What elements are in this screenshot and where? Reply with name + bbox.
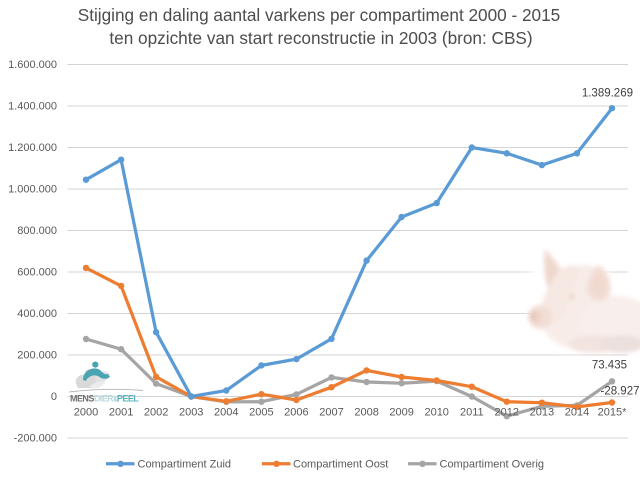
svg-text:2009: 2009 — [389, 407, 413, 419]
svg-text:1.200.000: 1.200.000 — [8, 142, 57, 154]
svg-text:2002: 2002 — [144, 407, 168, 419]
svg-text:Stijging en daling aantal vark: Stijging en daling aantal varkens per co… — [78, 5, 561, 25]
svg-text:Compartiment Overig: Compartiment Overig — [440, 458, 545, 470]
svg-text:1.400.000: 1.400.000 — [8, 101, 57, 113]
svg-text:2012: 2012 — [495, 407, 519, 419]
svg-text:2011: 2011 — [460, 407, 484, 419]
svg-text:2008: 2008 — [354, 407, 378, 419]
svg-text:2006: 2006 — [284, 407, 308, 419]
svg-text:2000: 2000 — [74, 407, 98, 419]
svg-text:73.435: 73.435 — [592, 360, 627, 372]
svg-text:MENSDIER&PEEL: MENSDIER&PEEL — [70, 394, 139, 404]
svg-text:1.000.000: 1.000.000 — [8, 184, 57, 196]
svg-text:400.000: 400.000 — [17, 308, 57, 320]
svg-text:Compartiment Zuid: Compartiment Zuid — [138, 458, 232, 470]
svg-text:1.389.269: 1.389.269 — [582, 88, 633, 100]
svg-text:2014: 2014 — [565, 407, 589, 419]
svg-text:2010: 2010 — [424, 407, 448, 419]
svg-text:2005: 2005 — [249, 407, 273, 419]
svg-text:2003: 2003 — [179, 407, 203, 419]
svg-text:2001: 2001 — [109, 407, 133, 419]
svg-text:800.000: 800.000 — [17, 225, 57, 237]
svg-text:2015*: 2015* — [598, 407, 627, 419]
svg-text:-28.927: -28.927 — [600, 385, 639, 397]
svg-text:600.000: 600.000 — [17, 267, 57, 279]
svg-text:2013: 2013 — [530, 407, 554, 419]
svg-text:2007: 2007 — [319, 407, 343, 419]
svg-text:2004: 2004 — [214, 407, 238, 419]
svg-text:1.600.000: 1.600.000 — [8, 59, 57, 71]
svg-text:0: 0 — [51, 391, 57, 403]
svg-text:200.000: 200.000 — [17, 350, 57, 362]
svg-text:-200.000: -200.000 — [14, 433, 57, 445]
svg-text:ten opzichte van start reconst: ten opzichte van start reconstructie in … — [109, 28, 532, 48]
svg-text:Compartiment Oost: Compartiment Oost — [293, 458, 388, 470]
